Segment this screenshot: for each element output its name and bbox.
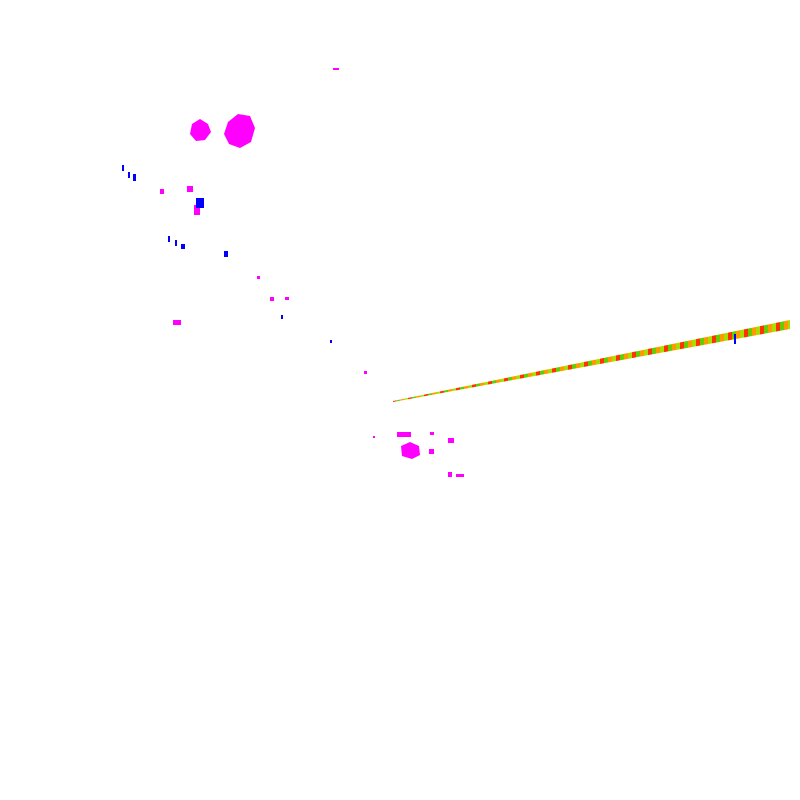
point bbox=[224, 251, 228, 257]
point bbox=[373, 436, 375, 438]
point bbox=[128, 172, 130, 178]
cluster bbox=[190, 119, 211, 141]
point bbox=[429, 449, 434, 454]
point bbox=[133, 174, 136, 181]
point bbox=[181, 244, 185, 249]
point bbox=[175, 240, 177, 246]
scan-line bbox=[393, 320, 790, 402]
point bbox=[196, 198, 204, 208]
blue-points bbox=[122, 165, 736, 344]
point bbox=[330, 340, 332, 343]
point bbox=[160, 189, 164, 194]
magenta-points bbox=[160, 68, 464, 477]
point bbox=[448, 438, 454, 443]
cluster bbox=[401, 442, 420, 459]
point bbox=[168, 236, 170, 242]
point bbox=[122, 165, 124, 171]
point bbox=[734, 334, 736, 344]
point bbox=[456, 474, 464, 477]
cluster bbox=[397, 432, 411, 437]
point bbox=[448, 472, 452, 477]
point bbox=[194, 205, 200, 215]
point bbox=[173, 320, 181, 325]
point bbox=[270, 297, 274, 301]
point bbox=[285, 297, 289, 300]
point bbox=[187, 186, 193, 192]
point bbox=[257, 276, 260, 279]
point bbox=[364, 371, 367, 374]
point bbox=[333, 68, 339, 70]
cluster bbox=[224, 114, 255, 148]
point bbox=[430, 432, 434, 435]
point bbox=[281, 315, 283, 319]
